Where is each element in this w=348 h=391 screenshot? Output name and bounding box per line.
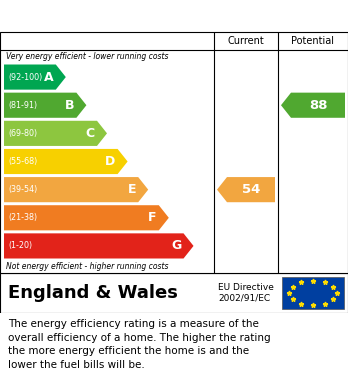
Text: Current: Current — [228, 36, 264, 46]
Bar — [282, 277, 344, 309]
Text: (69-80): (69-80) — [8, 129, 37, 138]
Text: F: F — [148, 211, 157, 224]
Polygon shape — [4, 205, 169, 230]
Text: (92-100): (92-100) — [8, 73, 42, 82]
Text: The energy efficiency rating is a measure of the
overall efficiency of a home. T: The energy efficiency rating is a measur… — [8, 319, 271, 370]
Text: (1-20): (1-20) — [8, 241, 32, 250]
Text: (55-68): (55-68) — [8, 157, 37, 166]
Polygon shape — [281, 93, 345, 118]
Text: G: G — [171, 239, 182, 253]
Text: 88: 88 — [309, 99, 327, 112]
Text: Energy Efficiency Rating: Energy Efficiency Rating — [8, 9, 210, 23]
Polygon shape — [4, 177, 148, 202]
Text: Potential: Potential — [292, 36, 334, 46]
Text: Not energy efficient - higher running costs: Not energy efficient - higher running co… — [6, 262, 168, 271]
Text: Very energy efficient - lower running costs: Very energy efficient - lower running co… — [6, 52, 168, 61]
Text: D: D — [105, 155, 116, 168]
Text: (21-38): (21-38) — [8, 213, 37, 222]
Text: England & Wales: England & Wales — [8, 284, 178, 302]
Polygon shape — [4, 149, 128, 174]
Text: 54: 54 — [242, 183, 260, 196]
Text: C: C — [86, 127, 95, 140]
Polygon shape — [217, 177, 275, 202]
Text: B: B — [65, 99, 74, 112]
Polygon shape — [4, 233, 193, 258]
Polygon shape — [4, 93, 86, 118]
Text: EU Directive
2002/91/EC: EU Directive 2002/91/EC — [218, 283, 274, 303]
Polygon shape — [4, 65, 66, 90]
Polygon shape — [4, 121, 107, 146]
Text: (81-91): (81-91) — [8, 101, 37, 110]
Text: E: E — [128, 183, 136, 196]
Text: A: A — [44, 70, 54, 84]
Text: (39-54): (39-54) — [8, 185, 37, 194]
